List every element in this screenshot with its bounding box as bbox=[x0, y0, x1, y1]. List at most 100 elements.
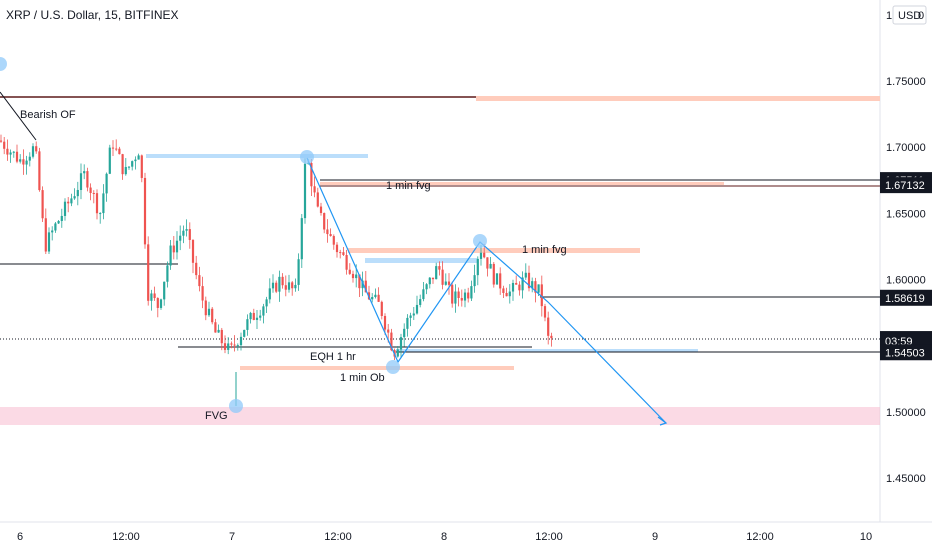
candle-body bbox=[540, 284, 543, 307]
candle-body bbox=[217, 329, 220, 333]
candle-body bbox=[198, 275, 201, 287]
candle-body bbox=[361, 280, 364, 289]
candle-body bbox=[131, 161, 134, 167]
candle-body bbox=[86, 171, 89, 188]
candle-body bbox=[486, 257, 489, 269]
candle-body bbox=[358, 274, 361, 289]
candle-body bbox=[67, 201, 70, 204]
candle-body bbox=[447, 281, 451, 285]
candle-body bbox=[300, 218, 303, 260]
candle-body bbox=[527, 272, 531, 289]
candle-body bbox=[515, 282, 518, 285]
candle-body bbox=[502, 288, 505, 293]
currency-selector[interactable]: USD 0 bbox=[892, 5, 927, 25]
candle-body bbox=[374, 294, 377, 298]
marker-circle[interactable] bbox=[229, 399, 243, 413]
time-tick-label: 12:00 bbox=[535, 531, 563, 543]
candle-body bbox=[223, 343, 227, 350]
trend-line-topleft[interactable] bbox=[0, 91, 37, 141]
candle-body bbox=[412, 313, 415, 316]
annotation-1min-fvg-lower: 1 min fvg bbox=[522, 244, 567, 256]
candle-body bbox=[351, 273, 355, 279]
candle-body bbox=[201, 286, 204, 301]
candle-body bbox=[44, 218, 47, 252]
candle-body bbox=[275, 282, 278, 292]
candle-body bbox=[473, 275, 476, 287]
marker-circle[interactable] bbox=[473, 234, 487, 248]
candle-body bbox=[543, 306, 547, 318]
eqh-zone-mid bbox=[365, 258, 477, 263]
annotation-bearish-of: Bearish OF bbox=[20, 109, 76, 121]
marker-circle[interactable] bbox=[0, 57, 7, 71]
min-ob-zone bbox=[240, 366, 514, 370]
candle-body bbox=[150, 293, 153, 301]
candle-body bbox=[99, 213, 102, 215]
candle-body bbox=[63, 201, 67, 216]
candle-body bbox=[483, 252, 486, 258]
time-tick-label: 6 bbox=[17, 531, 23, 543]
currency-selector-extra[interactable]: 0 bbox=[918, 10, 924, 22]
candle-body bbox=[233, 344, 236, 346]
candle-body bbox=[127, 166, 131, 168]
candle-body bbox=[15, 151, 19, 162]
candle-body bbox=[460, 297, 463, 301]
candle-body bbox=[246, 319, 249, 330]
candle-body bbox=[294, 284, 297, 289]
candle-body bbox=[6, 148, 9, 155]
candle-body bbox=[396, 349, 399, 357]
candle-body bbox=[303, 163, 307, 219]
currency-selector-box[interactable] bbox=[892, 5, 927, 25]
candle-body bbox=[537, 284, 540, 293]
time-tick-label: 7 bbox=[229, 531, 235, 543]
candle-body bbox=[230, 343, 233, 345]
candle-body bbox=[156, 298, 159, 308]
candle-body bbox=[409, 315, 412, 318]
candle-body bbox=[281, 276, 284, 286]
candle-body bbox=[403, 328, 406, 338]
candle-body bbox=[342, 252, 345, 255]
candle-body bbox=[470, 286, 473, 299]
candle-body bbox=[102, 193, 105, 214]
candle-body bbox=[431, 277, 435, 280]
candle-body bbox=[495, 273, 499, 285]
candle-body bbox=[60, 215, 63, 222]
price-axis[interactable]: 1.750001.700001.650001.600001.550001.500… bbox=[886, 76, 926, 485]
candle-body bbox=[121, 154, 124, 175]
marker-circle[interactable] bbox=[386, 360, 400, 374]
candle-body bbox=[399, 337, 403, 350]
candle-body bbox=[108, 147, 111, 174]
candle-body bbox=[51, 230, 54, 233]
chart-title: XRP / U.S. Dollar, 15, BITFINEX bbox=[6, 8, 179, 22]
marker-circle[interactable] bbox=[300, 150, 314, 164]
candle-body bbox=[489, 263, 492, 269]
candle-body bbox=[310, 162, 313, 187]
candle-body bbox=[332, 236, 335, 245]
candle-body bbox=[492, 263, 495, 285]
annotation-fvg: FVG bbox=[205, 410, 228, 422]
candle-body bbox=[297, 259, 300, 285]
candle-body bbox=[195, 262, 198, 276]
candle-body bbox=[479, 252, 483, 259]
candle-body bbox=[239, 336, 243, 346]
candle-body bbox=[12, 151, 15, 153]
currency-selector-label[interactable]: USD bbox=[898, 10, 921, 22]
candle-body bbox=[371, 297, 374, 300]
candle-body bbox=[323, 213, 326, 230]
candle-body bbox=[316, 192, 319, 207]
candle-body bbox=[105, 173, 108, 194]
annotation-1min-fvg-upper: 1 min fvg bbox=[386, 180, 431, 192]
candle-body bbox=[175, 240, 179, 253]
time-tick-label: 12:00 bbox=[324, 531, 352, 543]
candle-body bbox=[505, 292, 508, 297]
candle-body bbox=[137, 155, 140, 160]
candle-body bbox=[147, 244, 150, 301]
candle-body bbox=[345, 254, 348, 270]
time-tick-label: 12:00 bbox=[746, 531, 774, 543]
candle-body bbox=[454, 291, 457, 304]
min-fvg-zone-lower bbox=[348, 248, 640, 253]
candle-body bbox=[28, 156, 31, 161]
time-axis[interactable]: 6 12:00 7 12:00 8 12:00 9 12:00 10 bbox=[17, 531, 872, 543]
